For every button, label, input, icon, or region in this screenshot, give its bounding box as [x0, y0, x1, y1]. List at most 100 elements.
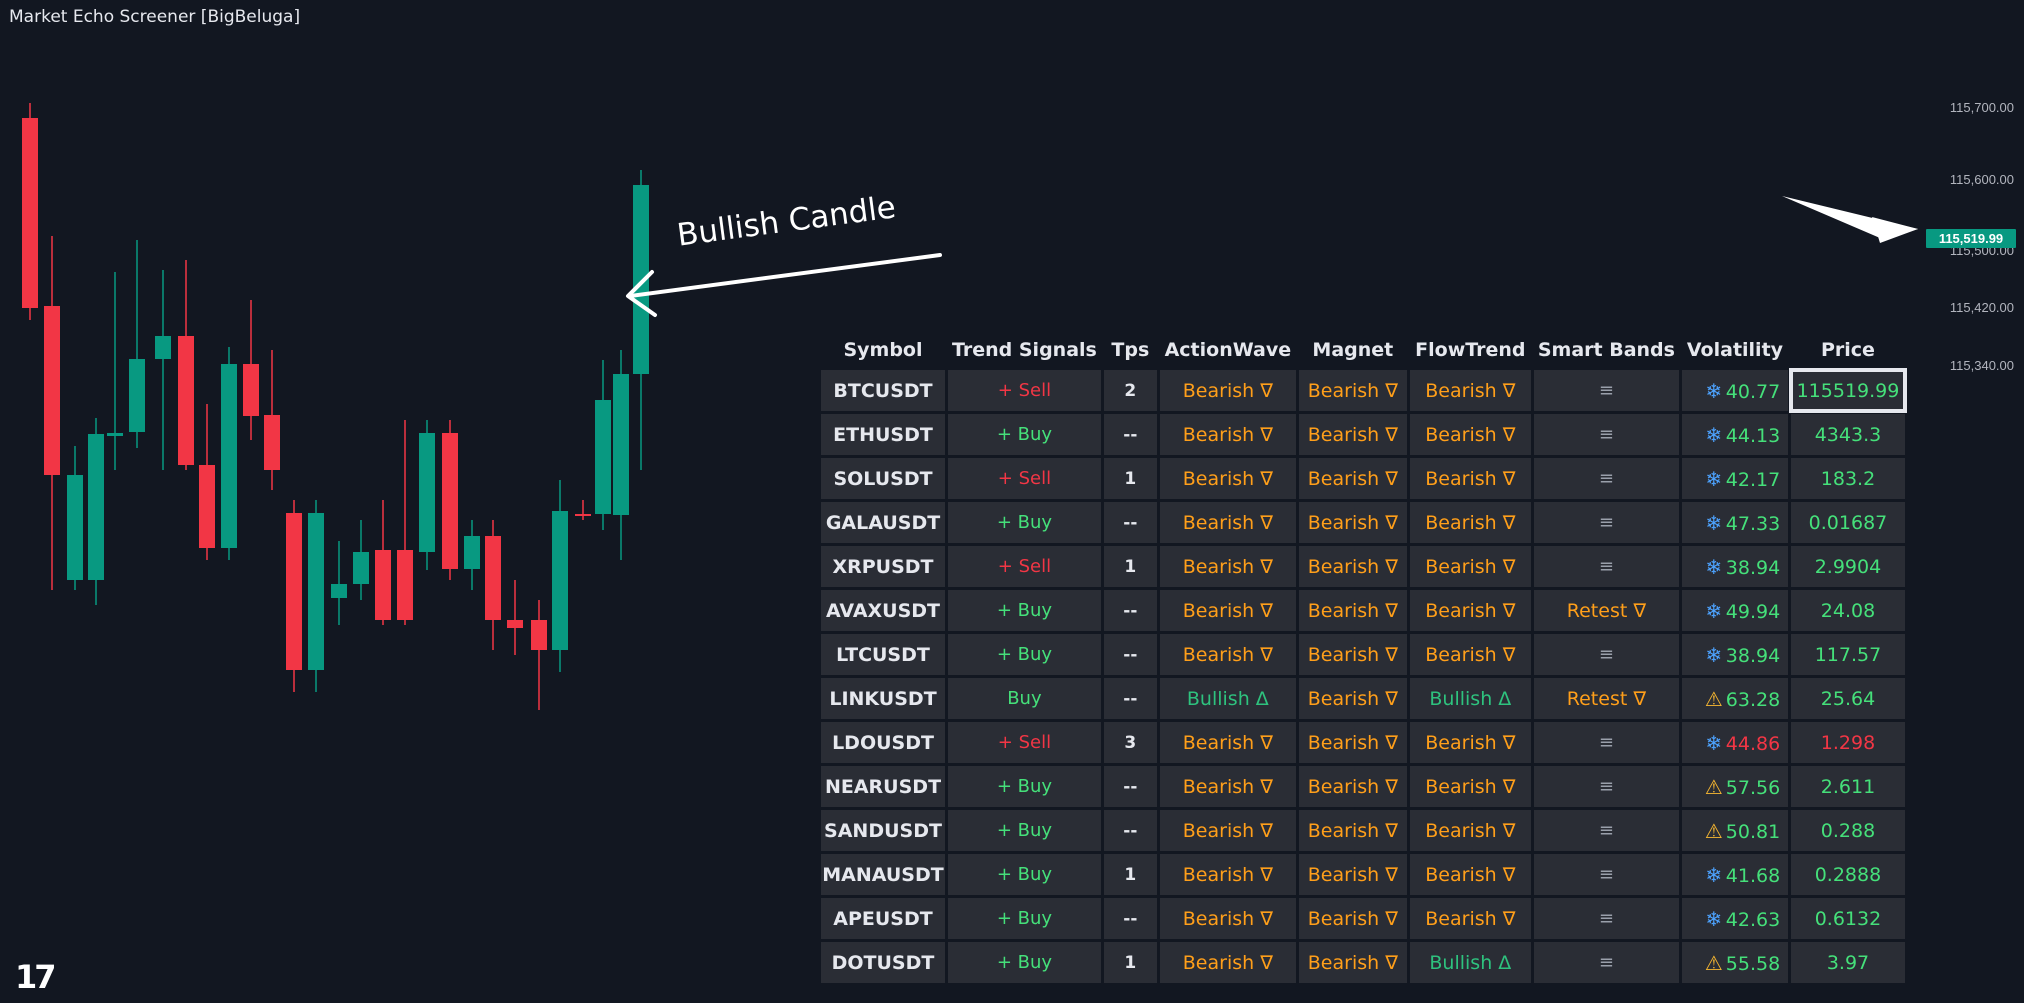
actionwave-cell: Bearish ∇ — [1159, 414, 1296, 455]
bearish-candle — [397, 550, 413, 620]
trend-signal-cell: + Sell — [948, 458, 1101, 499]
bearish-candle — [243, 364, 259, 416]
smart-bands-cell: ≡ — [1533, 854, 1679, 895]
current-price-badge: 115,519.99 — [1926, 229, 2016, 248]
price-cell: 2.611 — [1790, 766, 1905, 807]
volatility-cell: ⚠ 50.81 — [1681, 810, 1788, 851]
volatility-cell: ❄ 44.13 — [1681, 414, 1788, 455]
symbol-cell: BTCUSDT — [821, 370, 945, 411]
smart-bands-cell: ≡ — [1533, 502, 1679, 543]
table-row[interactable]: GALAUSDT + Buy -- Bearish ∇ Bearish ∇ Bearish… — [821, 502, 1905, 543]
price-arrow — [1782, 196, 1918, 243]
magnet-cell: Bearish ∇ — [1298, 898, 1407, 939]
screener-table: Symbol Trend Signals Tps ActionWave Magn… — [818, 330, 1908, 986]
bullish-candle — [353, 552, 369, 584]
tps-cell: 1 — [1103, 458, 1157, 499]
warning-icon: ⚠ — [1704, 686, 1723, 711]
trend-signal-cell: + Buy — [948, 502, 1101, 543]
smart-bands-cell: ≡ — [1533, 942, 1679, 983]
bearish-candle — [375, 550, 391, 620]
table-row[interactable]: DOTUSDT + Buy 1 Bearish ∇ Bearish ∇ Bullish Δ… — [821, 942, 1905, 983]
actionwave-cell: Bearish ∇ — [1159, 854, 1296, 895]
actionwave-cell: Bearish ∇ — [1159, 370, 1296, 411]
symbol-cell: LTCUSDT — [821, 634, 945, 675]
trend-signal-cell: + Buy — [948, 898, 1101, 939]
volatility-value: 41.68 — [1725, 864, 1781, 887]
table-row[interactable]: XRPUSDT + Sell 1 Bearish ∇ Bearish ∇ Bearish … — [821, 546, 1905, 587]
flowtrend-cell: Bearish ∇ — [1409, 502, 1531, 543]
smart-bands-cell: ≡ — [1533, 898, 1679, 939]
flowtrend-cell: Bearish ∇ — [1409, 898, 1531, 939]
trend-signal-cell: + Buy — [948, 766, 1101, 807]
volatility-value: 57.56 — [1725, 776, 1781, 799]
table-row[interactable]: LTCUSDT + Buy -- Bearish ∇ Bearish ∇ Bearish … — [821, 634, 1905, 675]
flowtrend-cell: Bearish ∇ — [1409, 414, 1531, 455]
magnet-cell: Bearish ∇ — [1298, 942, 1407, 983]
symbol-cell: XRPUSDT — [821, 546, 945, 587]
symbol-cell: LINKUSDT — [821, 678, 945, 719]
flowtrend-cell: Bearish ∇ — [1409, 722, 1531, 763]
snowflake-icon: ❄ — [1705, 510, 1723, 535]
volatility-cell: ❄ 49.94 — [1681, 590, 1788, 631]
magnet-cell: Bearish ∇ — [1298, 854, 1407, 895]
bearish-candle — [507, 620, 523, 628]
trend-signal-cell: + Buy — [948, 854, 1101, 895]
table-row[interactable]: NEARUSDT + Buy -- Bearish ∇ Bearish ∇ Bearish… — [821, 766, 1905, 807]
bullish-candle — [221, 364, 237, 548]
tps-cell: -- — [1103, 810, 1157, 851]
smart-bands-cell: ≡ — [1533, 634, 1679, 675]
price-cell: 117.57 — [1790, 634, 1905, 675]
price-cell: 3.97 — [1790, 942, 1905, 983]
price-axis-label: 115,600.00 — [1949, 172, 2014, 187]
table-row[interactable]: LDOUSDT + Sell 3 Bearish ∇ Bearish ∇ Bearish … — [821, 722, 1905, 763]
table-row[interactable]: ETHUSDT + Buy -- Bearish ∇ Bearish ∇ Bearish … — [821, 414, 1905, 455]
price-cell: 0.01687 — [1790, 502, 1905, 543]
actionwave-cell: Bearish ∇ — [1159, 942, 1296, 983]
symbol-cell: ETHUSDT — [821, 414, 945, 455]
bullish-candle — [155, 336, 171, 359]
table-row[interactable]: APEUSDT + Buy -- Bearish ∇ Bearish ∇ Bearish … — [821, 898, 1905, 939]
volatility-value: 40.77 — [1725, 380, 1781, 403]
trend-signal-cell: + Sell — [948, 546, 1101, 587]
bearish-candle — [531, 620, 547, 650]
smart-bands-cell: ≡ — [1533, 722, 1679, 763]
magnet-cell: Bearish ∇ — [1298, 590, 1407, 631]
tps-cell: 1 — [1103, 854, 1157, 895]
table-row[interactable]: SOLUSDT + Sell 1 Bearish ∇ Bearish ∇ Bearish … — [821, 458, 1905, 499]
flowtrend-cell: Bearish ∇ — [1409, 810, 1531, 851]
tps-cell: -- — [1103, 634, 1157, 675]
flowtrend-cell: Bullish Δ — [1409, 942, 1531, 983]
column-header-flowtrend: FlowTrend — [1415, 339, 1526, 361]
table-row[interactable]: LINKUSDT Buy -- Bullish Δ Bearish ∇ Bullish Δ… — [821, 678, 1905, 719]
volatility-cell: ❄ 44.86 — [1681, 722, 1788, 763]
bearish-candle — [575, 514, 591, 516]
symbol-cell: NEARUSDT — [821, 766, 945, 807]
snowflake-icon: ❄ — [1705, 598, 1723, 623]
bullish-candle — [552, 511, 568, 650]
price-cell: 0.288 — [1790, 810, 1905, 851]
tradingview-logo[interactable]: 17 — [15, 958, 56, 996]
magnet-cell: Bearish ∇ — [1298, 722, 1407, 763]
volatility-value: 55.58 — [1725, 952, 1781, 975]
bearish-candle — [286, 513, 302, 670]
table-row[interactable]: AVAXUSDT + Buy -- Bearish ∇ Bearish ∇ Bearish… — [821, 590, 1905, 631]
tps-cell: 1 — [1103, 546, 1157, 587]
table-row[interactable]: SANDUSDT + Buy -- Bearish ∇ Bearish ∇ Bearish… — [821, 810, 1905, 851]
table-row[interactable]: BTCUSDT + Sell 2 Bearish ∇ Bearish ∇ Bearish … — [821, 368, 1907, 413]
volatility-value: 38.94 — [1725, 644, 1781, 667]
bullish-candle — [419, 433, 435, 552]
volatility-cell: ❄ 42.17 — [1681, 458, 1788, 499]
bearish-candle — [264, 415, 280, 470]
table-row[interactable]: MANAUSDT + Buy 1 Bearish ∇ Bearish ∇ Bearish … — [821, 854, 1905, 895]
tps-cell: 3 — [1103, 722, 1157, 763]
volatility-cell: ⚠ 57.56 — [1681, 766, 1788, 807]
smart-bands-cell: ≡ — [1533, 810, 1679, 851]
magnet-cell: Bearish ∇ — [1298, 678, 1407, 719]
symbol-cell: LDOUSDT — [821, 722, 945, 763]
trend-signal-cell: + Buy — [948, 942, 1101, 983]
trend-signal-cell: + Buy — [948, 810, 1101, 851]
flowtrend-cell: Bearish ∇ — [1409, 546, 1531, 587]
bullish-candle — [107, 433, 123, 436]
snowflake-icon: ❄ — [1705, 466, 1723, 491]
